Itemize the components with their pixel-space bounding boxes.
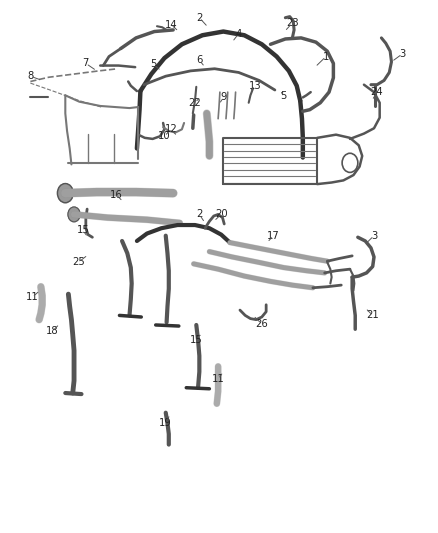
Text: 26: 26 [255, 319, 268, 329]
Text: 16: 16 [110, 190, 123, 200]
Text: 2: 2 [196, 209, 202, 220]
Text: 5: 5 [150, 60, 157, 69]
Text: 22: 22 [189, 98, 201, 108]
Text: 18: 18 [46, 326, 59, 336]
Text: 11: 11 [212, 374, 225, 384]
Text: 5: 5 [280, 91, 287, 101]
Text: 25: 25 [72, 257, 85, 267]
Text: 20: 20 [215, 209, 227, 220]
Text: 24: 24 [371, 87, 383, 97]
Text: 10: 10 [158, 131, 171, 141]
Text: 4: 4 [236, 29, 242, 39]
Text: 15: 15 [190, 335, 203, 345]
Text: 8: 8 [27, 71, 34, 81]
Text: 15: 15 [76, 225, 89, 236]
Text: 12: 12 [165, 124, 177, 134]
Text: 1: 1 [323, 52, 329, 61]
Text: 17: 17 [267, 231, 280, 241]
Text: 13: 13 [248, 81, 261, 91]
Text: 3: 3 [399, 49, 406, 59]
Text: 2: 2 [196, 13, 202, 23]
Text: 9: 9 [220, 92, 226, 102]
Text: 6: 6 [196, 55, 202, 65]
Text: 7: 7 [83, 59, 89, 68]
Text: 3: 3 [371, 231, 377, 241]
Text: 23: 23 [286, 18, 299, 28]
Circle shape [68, 207, 80, 222]
Text: 14: 14 [165, 20, 177, 30]
Circle shape [57, 183, 73, 203]
Text: 21: 21 [366, 310, 379, 320]
Text: 11: 11 [26, 292, 39, 302]
Text: 19: 19 [159, 418, 172, 429]
